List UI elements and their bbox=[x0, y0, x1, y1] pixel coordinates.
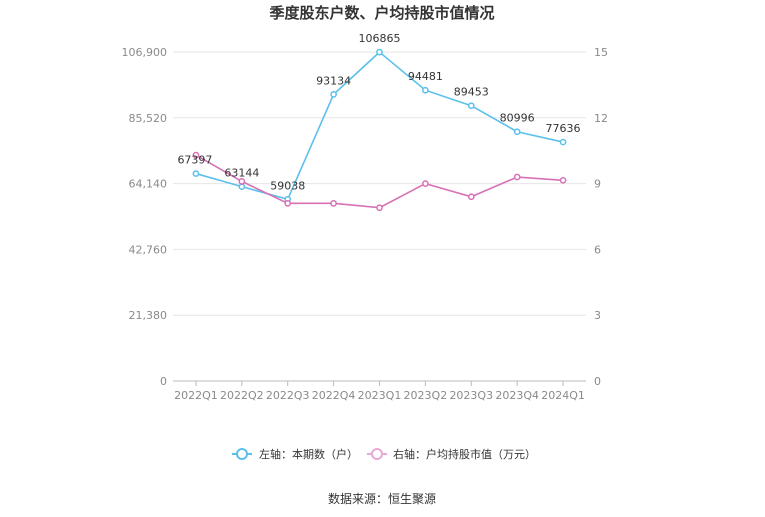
data-point[interactable] bbox=[376, 48, 383, 56]
data-label: 80996 bbox=[500, 112, 535, 125]
x-tick-label: 2023Q2 bbox=[404, 389, 448, 402]
data-point[interactable] bbox=[238, 178, 246, 185]
legend-label-right: 右轴：户均持股市值（万元） bbox=[393, 447, 536, 461]
data-label: 63144 bbox=[224, 167, 259, 180]
legend-label-left: 左轴：本期数（户） bbox=[259, 447, 358, 461]
right-axis: 0 3 6 9 12 15 bbox=[594, 46, 608, 388]
right-tick-label: 3 bbox=[594, 309, 601, 322]
data-point[interactable] bbox=[238, 183, 246, 191]
legend-item-left[interactable]: 左轴：本期数（户） bbox=[232, 447, 358, 461]
x-tick-label: 2022Q2 bbox=[220, 389, 264, 402]
x-tick-label: 2022Q1 bbox=[174, 389, 218, 402]
series-layer bbox=[192, 48, 567, 212]
x-tick-label: 2023Q3 bbox=[449, 389, 493, 402]
left-tick-label: 42,760 bbox=[129, 243, 168, 256]
left-tick-label: 64,140 bbox=[129, 178, 168, 191]
x-tick-label: 2022Q4 bbox=[312, 389, 356, 402]
right-tick-label: 15 bbox=[594, 46, 608, 59]
legend-circle-icon bbox=[371, 448, 383, 460]
x-tick-label: 2023Q4 bbox=[495, 389, 539, 402]
x-tick-label: 2024Q1 bbox=[541, 389, 585, 402]
data-point[interactable] bbox=[422, 180, 429, 187]
right-tick-label: 0 bbox=[594, 375, 601, 388]
data-point[interactable] bbox=[513, 128, 521, 136]
right-tick-label: 12 bbox=[594, 112, 608, 125]
data-point[interactable] bbox=[192, 151, 200, 159]
data-label: 77636 bbox=[546, 122, 581, 135]
left-axis: 0 21,380 42,760 64,140 85,520 106,900 bbox=[122, 46, 168, 388]
data-label: 106865 bbox=[359, 32, 401, 45]
data-point[interactable] bbox=[467, 102, 475, 110]
grid-lines bbox=[173, 51, 586, 316]
data-point[interactable] bbox=[422, 86, 429, 94]
data-point[interactable] bbox=[513, 173, 521, 181]
right-tick-label: 9 bbox=[594, 178, 601, 191]
data-point[interactable] bbox=[192, 170, 200, 177]
data-point[interactable] bbox=[330, 199, 337, 207]
left-tick-label: 106,900 bbox=[122, 46, 168, 59]
data-label: 59038 bbox=[270, 179, 305, 192]
data-point[interactable] bbox=[467, 193, 475, 201]
data-label: 89453 bbox=[454, 86, 489, 99]
left-tick-label: 85,520 bbox=[129, 112, 168, 125]
series-line bbox=[195, 154, 564, 209]
data-label: 94481 bbox=[408, 70, 443, 83]
data-point[interactable] bbox=[559, 138, 567, 146]
data-label: 93134 bbox=[316, 74, 351, 87]
x-tick-label: 2022Q3 bbox=[266, 389, 310, 402]
data-point[interactable] bbox=[330, 91, 337, 98]
data-point[interactable] bbox=[376, 204, 383, 212]
right-tick-label: 6 bbox=[594, 243, 601, 256]
x-tick-label: 2023Q1 bbox=[358, 389, 402, 402]
chart-title: 季度股东户数、户均持股市值情况 bbox=[269, 4, 494, 22]
data-labels: 67397 63144 59038 93134 106865 94481 89453 8099… bbox=[177, 32, 580, 192]
legend-item-right[interactable]: 右轴：户均持股市值（万元） bbox=[367, 447, 536, 461]
left-tick-label: 0 bbox=[160, 375, 167, 388]
data-label: 67397 bbox=[177, 154, 212, 167]
source-note: 数据来源：恒生聚源 bbox=[328, 491, 436, 506]
legend-circle-icon bbox=[236, 448, 248, 460]
data-point[interactable] bbox=[284, 199, 292, 207]
legend: 左轴：本期数（户） 右轴：户均持股市值（万元） bbox=[232, 447, 536, 461]
left-tick-label: 21,380 bbox=[129, 309, 168, 322]
data-point[interactable] bbox=[559, 176, 567, 184]
x-axis: 2022Q1 2022Q2 2022Q3 2022Q4 2023Q1 2023Q2 2023… bbox=[173, 380, 586, 402]
